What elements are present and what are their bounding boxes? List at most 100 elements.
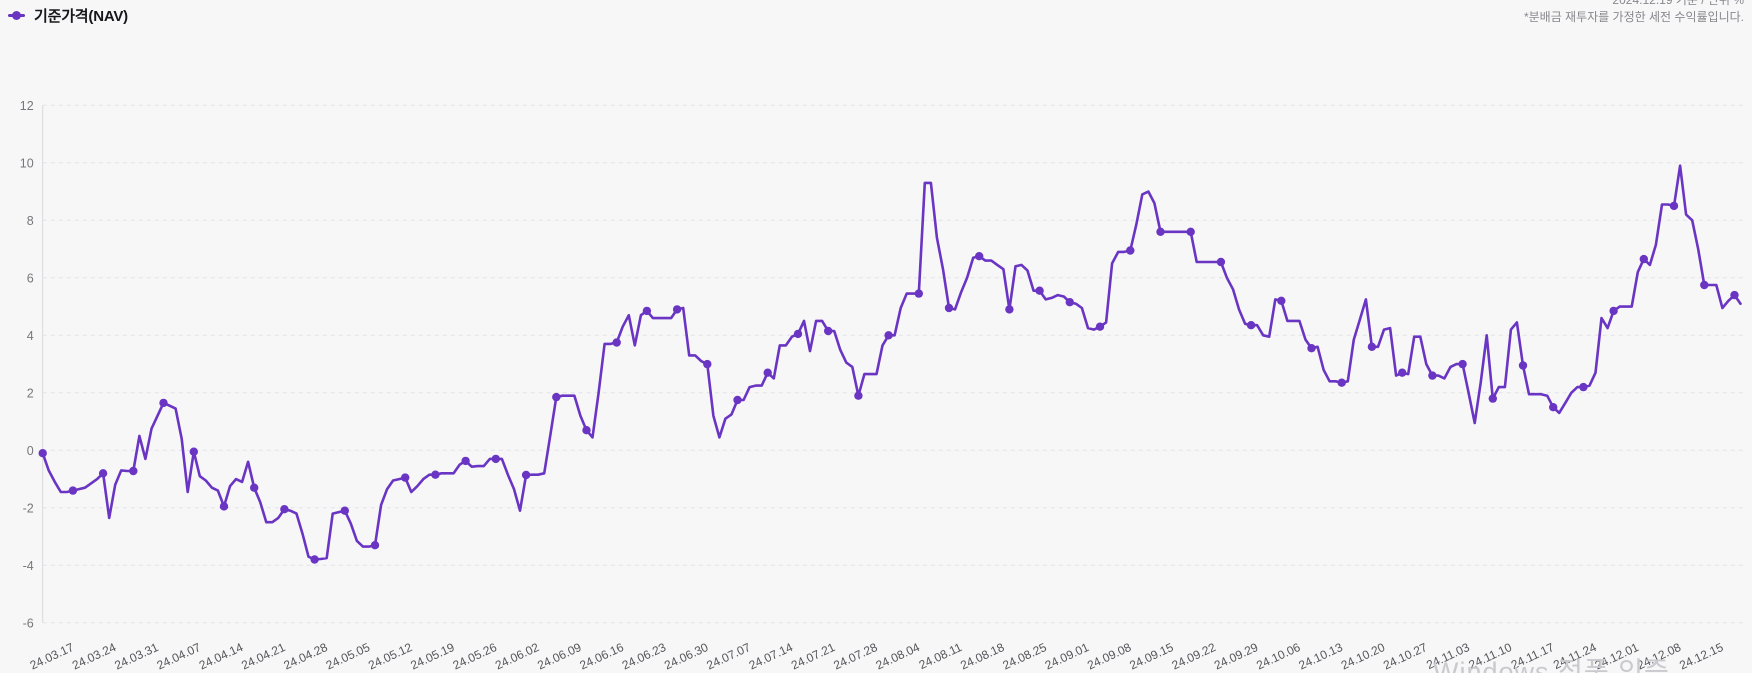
data-point-marker <box>1307 344 1316 353</box>
data-point-marker <box>1186 227 1195 236</box>
x-tick-label: 24.06.09 <box>535 640 584 673</box>
data-point-marker <box>1277 296 1286 305</box>
data-point-marker <box>129 466 138 476</box>
x-tick-label: 24.06.23 <box>620 640 669 673</box>
x-tick-label: 24.03.31 <box>112 640 161 673</box>
data-point-marker <box>854 391 863 400</box>
x-tick-label: 24.03.17 <box>28 640 77 673</box>
data-point-marker <box>944 303 954 313</box>
data-point-marker <box>250 483 259 492</box>
data-point-marker <box>1035 286 1044 295</box>
data-point-marker <box>884 331 893 340</box>
x-tick-label: 24.04.21 <box>239 640 288 673</box>
x-tick-label: 24.05.26 <box>451 640 500 673</box>
data-point-marker <box>1579 382 1588 392</box>
data-point-marker <box>280 505 289 514</box>
x-tick-label: 24.04.28 <box>281 640 330 673</box>
data-point-marker <box>672 305 682 314</box>
data-point-marker <box>1156 227 1165 236</box>
x-tick-label: 24.10.06 <box>1254 640 1303 673</box>
y-tick-label: 4 <box>27 329 34 343</box>
pretax-return-note: *분배금 재투자를 가정한 세전 수익률입니다. <box>1523 10 1744 24</box>
legend-item-nav[interactable]: 기준가격(NAV) <box>8 5 128 26</box>
data-point-marker <box>38 449 47 458</box>
x-tick-label: 24.07.14 <box>747 640 796 673</box>
data-point-marker <box>1398 368 1407 377</box>
data-point-marker <box>1095 322 1105 331</box>
data-point-marker <box>642 306 652 316</box>
data-point-marker <box>1428 371 1437 380</box>
x-tick-label: 24.10.13 <box>1297 640 1346 673</box>
nav-series-line <box>41 164 1742 561</box>
x-tick-label: 24.09.08 <box>1085 640 1134 673</box>
y-tick-label: -6 <box>23 616 34 630</box>
x-tick-label: 24.04.07 <box>155 640 204 673</box>
data-point-marker <box>189 447 198 456</box>
y-tick-label: 10 <box>20 156 34 170</box>
data-point-marker <box>1458 359 1467 369</box>
data-point-marker <box>370 541 380 550</box>
y-tick-label: 8 <box>27 214 34 228</box>
data-point-marker <box>1730 290 1739 300</box>
x-tick-label: 24.08.11 <box>917 640 965 672</box>
x-tick-label: 24.05.12 <box>366 640 415 673</box>
data-point-marker <box>461 456 470 466</box>
x-tick-label: 24.06.30 <box>662 640 711 673</box>
data-point-marker <box>98 469 108 478</box>
x-tick-label: 24.07.07 <box>704 640 753 673</box>
data-point-marker <box>1700 280 1709 290</box>
x-tick-label: 24.06.02 <box>493 640 542 673</box>
as-of-date-note: *2024.12.19 기준 / 단위 % <box>1607 0 1744 7</box>
data-point-marker <box>1518 361 1528 370</box>
data-point-marker <box>1065 298 1075 307</box>
y-tick-label: 0 <box>27 444 34 458</box>
data-point-marker <box>733 395 742 405</box>
data-point-marker <box>1609 306 1618 316</box>
data-point-marker <box>310 555 319 564</box>
data-point-marker <box>914 289 923 298</box>
y-tick-label: 6 <box>27 271 34 285</box>
x-tick-label: 24.05.19 <box>408 640 457 673</box>
x-tick-label: 24.07.21 <box>789 640 838 673</box>
data-point-marker <box>1549 403 1558 412</box>
x-tick-label: 24.08.18 <box>958 640 1007 673</box>
data-point-marker <box>1005 305 1014 314</box>
data-point-marker <box>1488 394 1498 403</box>
data-point-marker <box>401 473 410 482</box>
x-tick-label: 24.04.14 <box>197 640 246 673</box>
data-point-marker <box>521 470 531 480</box>
x-tick-label: 24.03.24 <box>70 640 119 673</box>
x-tick-label: 24.09.01 <box>1043 640 1092 673</box>
data-point-marker <box>552 392 561 402</box>
data-point-marker <box>793 329 803 339</box>
windows-activation-watermark: Windows 정품 인증 <box>1433 657 1670 673</box>
data-point-marker <box>1669 201 1679 211</box>
data-point-marker <box>340 506 349 515</box>
y-tick-label: 2 <box>27 386 34 400</box>
data-point-marker <box>703 359 712 369</box>
x-tick-label: 24.09.29 <box>1212 640 1261 673</box>
x-tick-label: 24.08.04 <box>874 640 923 673</box>
data-point-marker <box>1337 378 1346 387</box>
data-point-marker <box>491 454 500 464</box>
x-tick-label: 24.10.20 <box>1339 640 1388 673</box>
data-point-marker <box>431 470 440 479</box>
x-tick-label: 24.12.15 <box>1677 640 1726 673</box>
data-point-marker <box>582 426 591 435</box>
y-tick-label: -2 <box>23 501 34 515</box>
x-tick-label: 24.05.05 <box>324 640 373 673</box>
data-point-marker <box>1639 254 1649 264</box>
legend-dot-icon <box>12 11 21 20</box>
data-point-marker <box>219 502 229 511</box>
line-dot-marker-icon <box>8 7 25 24</box>
y-tick-label: 12 <box>20 99 34 113</box>
y-tick-label: -4 <box>23 559 34 573</box>
data-point-marker <box>612 338 621 347</box>
data-point-marker <box>824 326 833 336</box>
x-tick-label: 24.09.22 <box>1170 640 1219 673</box>
data-point-marker <box>975 252 984 261</box>
y-axis-labels: -6 -4 -2 0 2 4 6 8 10 12 <box>20 99 34 630</box>
data-point-marker <box>1367 342 1377 351</box>
x-tick-label: 24.07.28 <box>831 640 880 673</box>
